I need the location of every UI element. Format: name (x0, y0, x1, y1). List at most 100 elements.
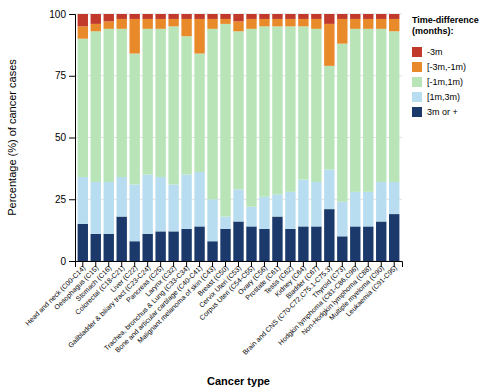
bar-segment (259, 26, 269, 196)
bar-segment (155, 29, 165, 177)
bar-segment (259, 14, 269, 19)
bar-segment (117, 29, 127, 177)
bar-segment (91, 182, 101, 234)
bar-segment (130, 241, 140, 261)
bars (78, 14, 400, 261)
legend-item: [1m,3m) (412, 92, 460, 102)
bar-segment (78, 39, 88, 177)
bar-segment (389, 14, 399, 19)
grid (75, 14, 402, 261)
bar-segment (220, 217, 230, 229)
bar-segment (181, 14, 191, 19)
legend-title: Time-difference(months): (412, 15, 479, 36)
bar-segment (337, 14, 347, 19)
bar-segment (311, 226, 321, 261)
legend: Time-difference(months): -3m [-3m,-1m) [-1m… (412, 15, 479, 117)
bar-segment (285, 26, 295, 191)
bar-segment (91, 31, 101, 182)
y-axis-title: Percentage (%) of cancer cases (6, 59, 18, 216)
bar-segment (350, 226, 360, 261)
bar-segment (130, 19, 140, 54)
legend-label: [-1m,1m) (427, 77, 463, 87)
y-tick: 0 (60, 256, 75, 267)
bar-segment (233, 21, 243, 31)
bar-segment (168, 26, 178, 184)
bar-segment (91, 24, 101, 31)
y-tick-label: 0 (60, 256, 66, 267)
y-tick-label: 25 (55, 194, 67, 205)
bar-segment (363, 192, 373, 227)
bar-segment (311, 29, 321, 182)
legend-swatch (412, 47, 422, 57)
bar-segment (142, 29, 152, 175)
bar-segment (272, 14, 282, 19)
bar-segment (285, 19, 295, 26)
x-tick: Corpus Uteri (C54-C55) (198, 261, 256, 322)
bar-segment (220, 229, 230, 261)
bar-segment (272, 19, 282, 26)
x-tick-label: Bone and articular cartilage (C40-C41) (114, 264, 204, 354)
bar-segment (155, 14, 165, 19)
bar-segment (246, 29, 256, 207)
bar-segment (246, 207, 256, 227)
bar-segment (324, 24, 334, 66)
bar-segment (350, 14, 360, 19)
bar-segment (220, 19, 230, 24)
bar-segment (78, 26, 88, 38)
bar-segment (376, 221, 386, 261)
y-tick-mark (69, 14, 75, 15)
bar-segment (259, 229, 269, 261)
bar-segment (91, 234, 101, 261)
bar-segment (117, 177, 127, 217)
bar-segment (337, 44, 347, 202)
bar-segment (220, 24, 230, 217)
bar-segment (207, 14, 217, 19)
bar-segment (142, 14, 152, 19)
bar-segment (311, 19, 321, 29)
bar-segment (389, 31, 399, 182)
bar-segment (376, 14, 386, 19)
legend-item: -3m (412, 47, 443, 57)
x-tick: Bone and articular cartilage (C40-C41) (114, 261, 204, 355)
y-tick: 75 (55, 70, 75, 81)
x-tick: Multiple myeloma (C90) (328, 261, 386, 322)
bar-segment (142, 19, 152, 29)
bar-segment (168, 14, 178, 19)
bar-segment (324, 170, 334, 210)
legend-title-line: (months): (412, 26, 454, 36)
bar-segment (298, 26, 308, 179)
bar-segment (350, 192, 360, 227)
y-tick: 50 (55, 132, 75, 143)
bar-segment (363, 14, 373, 19)
plot: 0255075100Head and neck (C00-C14)Oesopha… (24, 9, 403, 357)
bar-segment (104, 14, 114, 21)
chart: 0255075100Head and neck (C00-C14)Oesopha… (0, 0, 500, 391)
bar-segment (272, 194, 282, 216)
y-tick: 25 (55, 194, 75, 205)
bar-segment (298, 19, 308, 26)
bar-segment (142, 234, 152, 261)
y-axis: 0255075100 (49, 9, 75, 267)
bar-segment (207, 29, 217, 199)
legend-swatch (412, 62, 422, 72)
bar-segment (104, 182, 114, 234)
bar-segment (194, 54, 204, 173)
legend-label: -3m (427, 47, 443, 57)
bar-segment (311, 182, 321, 226)
bar-segment (168, 184, 178, 231)
x-tick-label: Trachea, bronchus & Lung (C33-C34) (103, 264, 191, 352)
bar-segment (104, 21, 114, 28)
x-axis: Head and neck (C00-C14)Oesophagus (C15)S… (24, 261, 403, 357)
y-tick-mark (69, 199, 75, 200)
legend-swatch (412, 92, 422, 102)
bar-segment (233, 221, 243, 261)
bar-segment (155, 19, 165, 29)
x-tick-label: Colorectal (C18-C21) (74, 264, 126, 316)
bar-segment (104, 234, 114, 261)
bar-segment (389, 182, 399, 214)
x-tick: Leukaemia (C91-C95) (344, 261, 398, 319)
legend-item: [-3m,-1m) (412, 62, 466, 72)
bar-segment (104, 29, 114, 182)
bar-segment (298, 226, 308, 261)
x-tick-label: Multiple myeloma (C90) (328, 264, 386, 322)
